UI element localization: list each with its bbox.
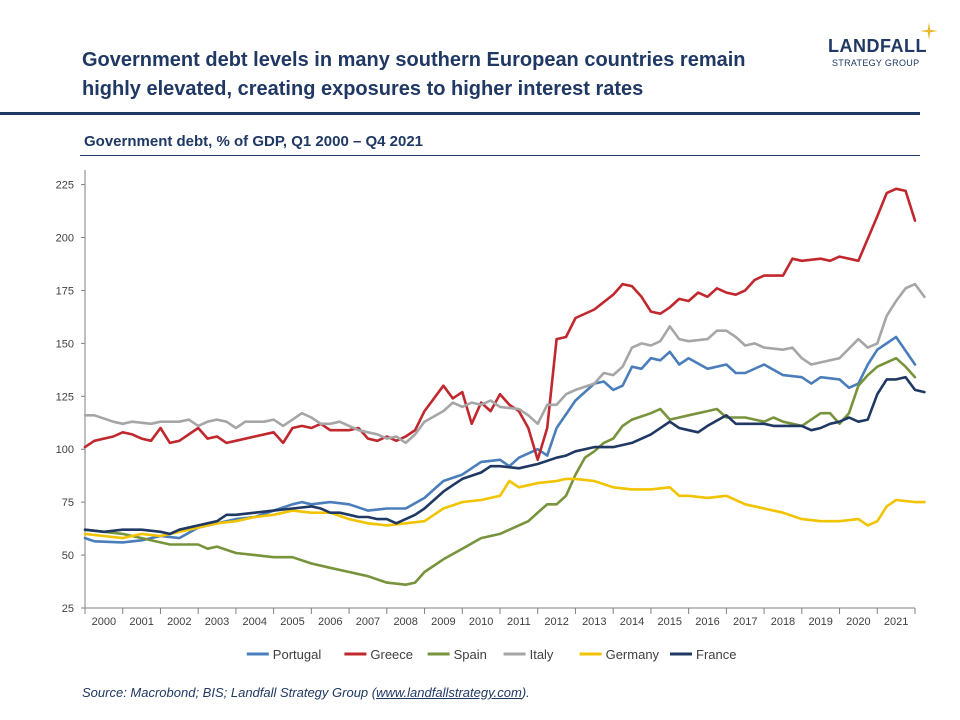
- x-tick-label: 2000: [92, 616, 116, 628]
- x-tick-label: 2011: [507, 616, 531, 628]
- x-tick-label: 2003: [205, 616, 229, 628]
- y-tick-label: 100: [56, 444, 74, 456]
- x-tick-label: 2001: [129, 616, 153, 628]
- source-note: Source: Macrobond; BIS; Landfall Strateg…: [82, 685, 530, 700]
- x-tick-label: 2021: [884, 616, 908, 628]
- series-line-france: [83, 375, 926, 536]
- chart-legend: Portugal Greece Spain Italy Germany France: [246, 647, 736, 662]
- x-tick-label: 2016: [695, 616, 719, 628]
- y-tick-label: 25: [62, 603, 74, 615]
- star-icon: [920, 22, 938, 40]
- x-tick-label: 2007: [356, 616, 380, 628]
- y-tick-label: 225: [56, 180, 74, 192]
- chart-title: Government debt, % of GDP, Q1 2000 – Q4 …: [84, 133, 424, 150]
- series-line-spain: [83, 356, 917, 586]
- x-tick-label: 2019: [808, 616, 832, 628]
- header-rule: [0, 112, 920, 115]
- logo-subtitle: STRATEGY GROUP: [832, 58, 920, 68]
- x-tick-label: 2005: [280, 616, 304, 628]
- legend-label-spain: Spain: [454, 647, 487, 662]
- debt-line-chart: 25 50 75 100 125 150 175 200 225 2000 2001 2002 2003…: [56, 170, 926, 662]
- title-rule: [80, 155, 920, 156]
- x-tick-label: 2009: [431, 616, 455, 628]
- x-tick-label: 2017: [733, 616, 757, 628]
- x-tick-label: 2018: [771, 616, 795, 628]
- source-link[interactable]: www.landfallstrategy.com: [376, 685, 522, 700]
- headline: Government debt levels in many southern …: [82, 49, 746, 100]
- y-tick-label: 75: [62, 497, 74, 509]
- series-line-portugal: [83, 335, 917, 544]
- series-line-greece: [83, 187, 917, 462]
- legend-label-germany: Germany: [606, 647, 660, 662]
- legend-label-france: France: [696, 647, 736, 662]
- series-line-italy: [83, 282, 926, 445]
- x-tick-label: 2002: [167, 616, 191, 628]
- legend-label-italy: Italy: [530, 647, 554, 662]
- y-tick-label: 50: [62, 550, 74, 562]
- y-tick-label: 175: [56, 285, 74, 297]
- x-tick-label: 2020: [846, 616, 870, 628]
- logo-name: LANDFALL: [828, 36, 927, 56]
- x-tick-label: 2013: [582, 616, 606, 628]
- x-tick-label: 2004: [243, 616, 267, 628]
- x-tick-label: 2012: [544, 616, 568, 628]
- landfall-logo: LANDFALL STRATEGY GROUP: [826, 22, 946, 72]
- x-tick-label: 2008: [393, 616, 417, 628]
- chart-axes: 25 50 75 100 125 150 175 200 225 2000 2001 2002 2003…: [56, 170, 916, 628]
- y-tick-label: 200: [56, 233, 74, 245]
- legend-label-portugal: Portugal: [273, 647, 322, 662]
- x-tick-label: 2010: [469, 616, 493, 628]
- x-tick-label: 2015: [658, 616, 682, 628]
- y-tick-label: 150: [56, 338, 74, 350]
- x-tick-label: 2014: [620, 616, 644, 628]
- source-suffix: ).: [521, 685, 530, 700]
- source-prefix: Source: Macrobond; BIS; Landfall Strateg…: [82, 685, 377, 700]
- legend-label-greece: Greece: [370, 647, 413, 662]
- series-line-germany: [83, 477, 926, 540]
- chart-lines: [83, 187, 926, 586]
- x-tick-label: 2006: [318, 616, 342, 628]
- y-tick-label: 125: [56, 391, 74, 403]
